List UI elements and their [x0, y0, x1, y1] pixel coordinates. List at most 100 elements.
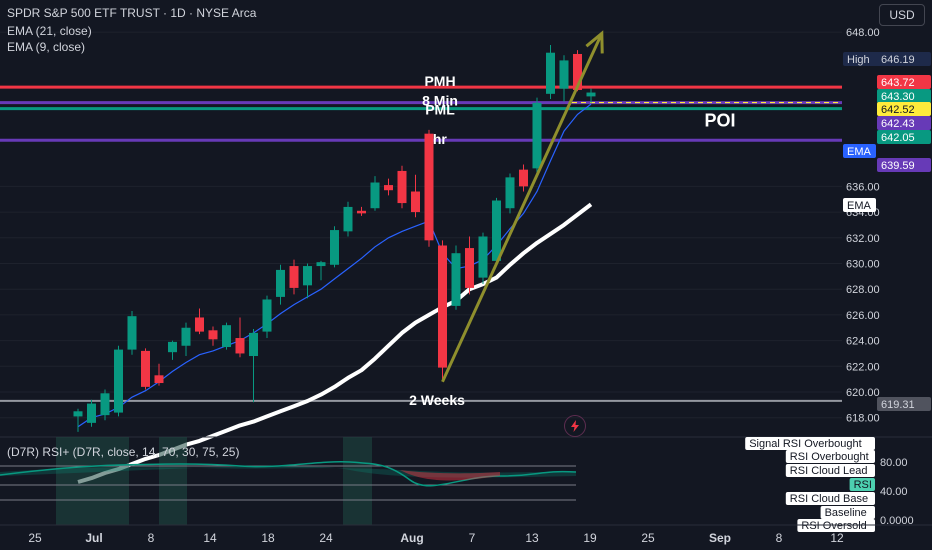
- y-tick-label: 624.00: [846, 336, 880, 348]
- candle-body: [195, 317, 204, 332]
- y-tick-label: 622.00: [846, 361, 880, 373]
- rsi-tag-text: RSI Cloud Base: [790, 493, 868, 505]
- candle-body: [559, 60, 569, 89]
- rsi-y-label: 40.00: [880, 486, 908, 498]
- ema-lines: [77, 103, 593, 484]
- rsi-y-label: 0.0000: [880, 515, 914, 527]
- candle-body: [532, 102, 542, 169]
- candle-body: [249, 332, 258, 357]
- candle-body: [478, 236, 488, 278]
- candle-body: [303, 266, 312, 286]
- price-tag-text: 646.19: [881, 54, 915, 66]
- price-tag-text: 642.52: [881, 104, 915, 116]
- time-axis[interactable]: 25 Jul 8 14 18 24 Aug 7 13 19 25 Sep 8 12: [0, 524, 932, 545]
- rsi-y-label: 80.00: [880, 457, 908, 469]
- candle-body: [465, 248, 474, 288]
- level-label: 8 Min: [422, 93, 458, 109]
- trend-arrow-shaft: [441, 32, 604, 383]
- price-tag-text: High: [847, 54, 870, 66]
- y-tick-label: 620.00: [846, 387, 880, 399]
- candle-body: [411, 191, 420, 213]
- rsi-highlight-band: [159, 437, 187, 525]
- candle-body: [289, 266, 299, 288]
- x-tick-label: 19: [583, 531, 597, 545]
- y-tick-label: 626.00: [846, 310, 880, 322]
- price-tag-text: 642.05: [881, 132, 915, 144]
- rsi-tag-text: Baseline: [825, 507, 867, 519]
- flash-icon[interactable]: [564, 415, 586, 437]
- x-tick-label: 25: [641, 531, 655, 545]
- x-tick-label: 8: [148, 531, 155, 545]
- y-tick-label: 630.00: [846, 258, 880, 270]
- candlesticks: [73, 44, 596, 432]
- y-tick-label: 618.00: [846, 413, 880, 425]
- candle-body: [397, 170, 407, 204]
- candle-body: [316, 262, 326, 267]
- candle-body: [154, 375, 164, 384]
- ema-9-legend[interactable]: EMA (9, close): [7, 40, 86, 54]
- rsi-tag-bg: [820, 506, 875, 519]
- rsi-tag-bg: [745, 437, 875, 450]
- x-tick-label: 14: [203, 531, 217, 545]
- price-tag-bg: [877, 89, 931, 103]
- trend-arrow: [441, 30, 604, 383]
- y-tick-label: 636.00: [846, 181, 880, 193]
- currency-button[interactable]: USD: [879, 4, 925, 26]
- candle-body: [586, 92, 596, 97]
- price-tag-bg: [877, 102, 931, 116]
- price-tag-bg: [877, 130, 931, 144]
- candle-body: [276, 269, 285, 297]
- candle-body: [100, 393, 110, 416]
- symbol-title: SPDR S&P 500 ETF TRUST · 1D · NYSE Arca: [7, 6, 257, 20]
- level-label: 2 Weeks: [409, 392, 465, 408]
- price-tag-bg: [877, 158, 931, 172]
- x-tick-label: 7: [469, 531, 476, 545]
- rsi-highlight-band: [343, 437, 372, 525]
- ema-tag-text: EMA: [847, 200, 872, 212]
- poi-label: POI: [704, 111, 735, 131]
- candle-body: [370, 182, 380, 209]
- price-tag-text: 619.31: [881, 399, 915, 411]
- candle-body: [343, 206, 353, 232]
- rsi-tag-text: RSI Cloud Lead: [790, 465, 868, 477]
- rsi-highlight-band: [56, 437, 129, 525]
- price-tag-bg: [843, 52, 931, 66]
- x-tick-label: Sep: [709, 531, 731, 545]
- x-tick-label: 8: [776, 531, 783, 545]
- y-tick-label: 632.00: [846, 233, 880, 245]
- candle-body: [330, 230, 339, 265]
- rsi-tag-bg: [785, 492, 875, 505]
- candle-body: [208, 330, 218, 340]
- candle-body: [451, 253, 461, 306]
- candle-body: [546, 52, 555, 94]
- ema-21-legend[interactable]: EMA (21, close): [7, 24, 92, 38]
- candle-body: [384, 185, 393, 191]
- price-tag-text: 643.72: [881, 77, 915, 89]
- price-tag-bg: [877, 397, 931, 411]
- candle-body: [222, 325, 231, 348]
- price-tag-bg: [877, 75, 931, 89]
- candle-body: [424, 133, 434, 241]
- candle-body: [357, 210, 366, 214]
- price-tag-bg: [877, 116, 931, 130]
- rsi-tag-text: RSI Oversold: [801, 520, 866, 532]
- candle-body: [181, 327, 191, 346]
- y-tick-label: 628.00: [846, 284, 880, 296]
- grid-lines: [0, 31, 842, 419]
- price-tag-text: 643.30: [881, 91, 915, 103]
- x-tick-label: 12: [830, 531, 844, 545]
- y-tick-label: 648.00: [846, 27, 880, 39]
- candle-body: [505, 177, 515, 209]
- x-tick-label: Aug: [400, 531, 423, 545]
- candle-body: [87, 403, 96, 423]
- candle-body: [519, 169, 528, 187]
- rsi-legend[interactable]: (D7R) RSI+ (D7R, close, 14, 70, 30, 75, …: [7, 445, 240, 459]
- rsi-tag-text: RSI: [854, 479, 872, 491]
- rsi-tag-bg: [785, 464, 875, 477]
- x-tick-label: 18: [261, 531, 275, 545]
- ema-tag-bg: [843, 198, 876, 212]
